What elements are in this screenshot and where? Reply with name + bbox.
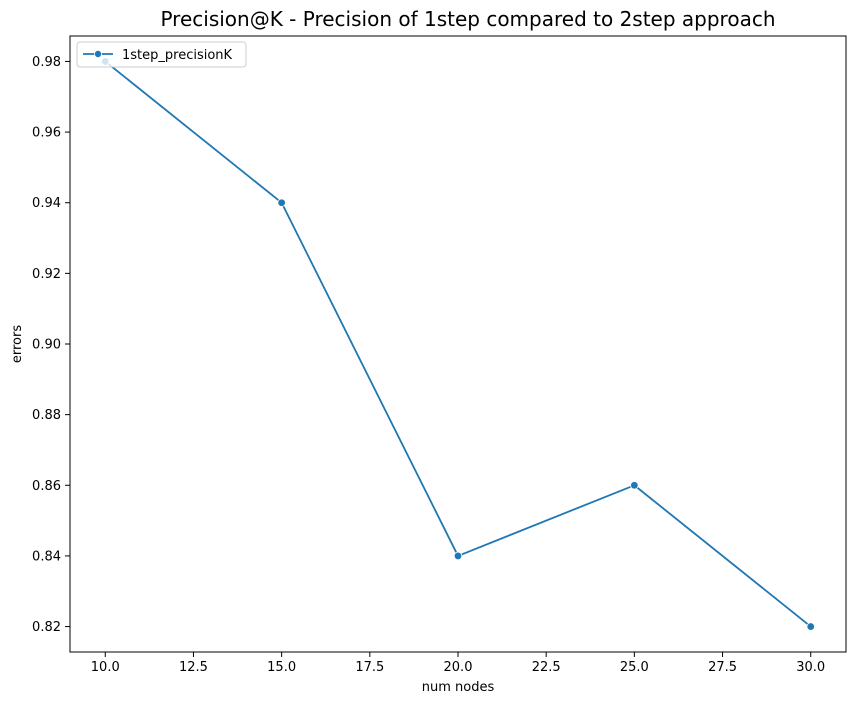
data-point	[806, 622, 815, 631]
x-axis-ticks: 10.0 12.5 15.0 17.5 20.0 22.5 25.0 27.5 30.0	[91, 652, 825, 675]
legend-box	[76, 41, 247, 68]
x-tick-label: 10.0	[91, 660, 120, 675]
x-tick-label: 25.0	[620, 660, 649, 675]
y-tick-label: 0.82	[32, 620, 61, 635]
chart-title: Precision@K - Precision of 1step compare…	[160, 7, 775, 31]
legend-marker-swatch	[94, 50, 103, 59]
y-axis-ticks: 0.82 0.84 0.86 0.88 0.90 0.92 0.94 0.96 0.98	[32, 55, 70, 635]
y-tick-label: 0.86	[32, 479, 61, 494]
y-tick-label: 0.90	[32, 338, 61, 353]
data-point	[277, 198, 286, 207]
series-layer	[101, 57, 815, 631]
x-tick-label: 22.5	[532, 660, 561, 675]
x-tick-label: 30.0	[796, 660, 825, 675]
x-tick-label: 12.5	[179, 660, 208, 675]
legend: 1step_precisionK	[76, 41, 247, 68]
data-point	[453, 551, 463, 561]
x-axis-label: num nodes	[422, 680, 495, 695]
data-point	[630, 481, 639, 490]
x-tick-label: 20.0	[444, 660, 473, 675]
y-tick-label: 0.92	[32, 267, 61, 282]
y-tick-label: 0.88	[32, 408, 61, 423]
x-tick-label: 17.5	[355, 660, 384, 675]
y-tick-label: 0.98	[32, 55, 61, 70]
legend-entry-label: 1step_precisionK	[122, 48, 233, 63]
y-axis-label: errors	[10, 325, 25, 363]
y-tick-label: 0.94	[32, 196, 61, 211]
y-tick-label: 0.96	[32, 126, 61, 141]
series-line	[104, 60, 812, 628]
x-tick-label: 15.0	[267, 660, 296, 675]
x-tick-label: 27.5	[708, 660, 737, 675]
y-tick-label: 0.84	[32, 549, 61, 564]
